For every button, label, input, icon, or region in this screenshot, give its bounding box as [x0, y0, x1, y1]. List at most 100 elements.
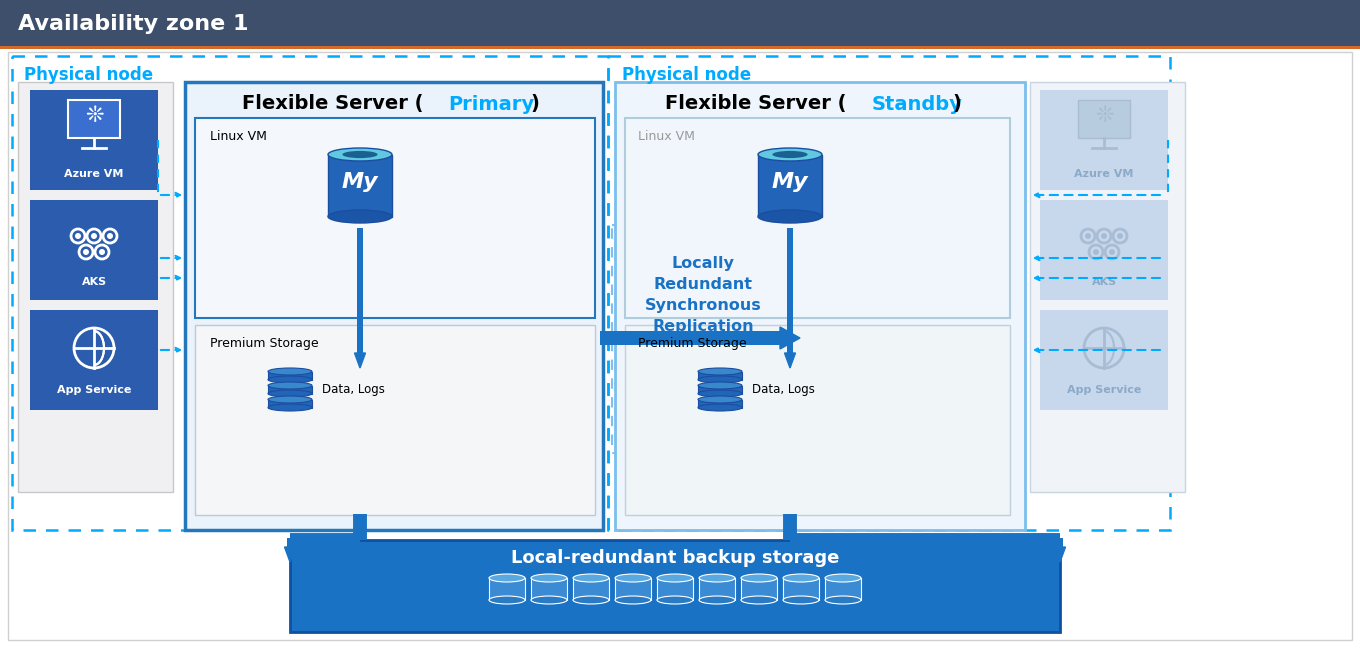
Bar [657, 578, 694, 600]
Bar [1057, 538, 1064, 547]
Circle shape [75, 233, 82, 239]
Ellipse shape [573, 596, 609, 604]
Ellipse shape [490, 574, 525, 582]
Bar [741, 578, 777, 600]
Text: Linux VM: Linux VM [638, 130, 695, 143]
Bar [268, 371, 311, 380]
Bar [268, 400, 311, 408]
Text: ): ) [530, 95, 539, 113]
Circle shape [1108, 249, 1115, 255]
Ellipse shape [268, 376, 311, 383]
Text: Availability zone 1: Availability zone 1 [18, 14, 249, 34]
Circle shape [83, 249, 88, 255]
Ellipse shape [783, 596, 819, 604]
Text: My: My [341, 172, 378, 192]
Bar [290, 540, 1059, 632]
Bar [328, 154, 392, 216]
Bar [18, 82, 173, 492]
Bar [698, 386, 743, 393]
Ellipse shape [268, 396, 311, 403]
Ellipse shape [741, 596, 777, 604]
Bar [0, 46, 1360, 49]
Bar [1040, 90, 1168, 190]
Text: Azure VM: Azure VM [64, 169, 124, 179]
Bar [608, 56, 1170, 530]
Polygon shape [781, 327, 800, 349]
Text: AKS: AKS [82, 277, 106, 287]
Polygon shape [284, 547, 295, 562]
Text: Flexible Server (: Flexible Server ( [665, 95, 846, 113]
Polygon shape [785, 353, 796, 368]
Text: App Service: App Service [57, 385, 131, 395]
Bar [194, 325, 596, 515]
Bar [185, 82, 602, 530]
Text: Standby: Standby [872, 95, 963, 113]
Ellipse shape [530, 574, 567, 582]
Circle shape [1085, 233, 1091, 239]
Ellipse shape [699, 574, 734, 582]
Bar [698, 371, 743, 380]
Text: Linux VM: Linux VM [209, 130, 267, 143]
Ellipse shape [328, 148, 392, 161]
Bar [30, 200, 158, 300]
Bar [600, 331, 781, 345]
Bar [626, 325, 1010, 515]
Circle shape [1117, 233, 1123, 239]
Bar [758, 154, 821, 216]
Polygon shape [355, 353, 366, 368]
Bar [30, 90, 158, 190]
Text: AKS: AKS [1092, 277, 1117, 287]
Ellipse shape [615, 596, 651, 604]
Bar [12, 56, 608, 530]
Bar [698, 400, 743, 408]
Bar [826, 578, 861, 600]
Bar [626, 118, 1010, 318]
Ellipse shape [698, 376, 743, 383]
Polygon shape [355, 525, 366, 540]
Ellipse shape [772, 151, 808, 158]
Circle shape [91, 233, 97, 239]
Text: Locally
Redundant
Synchronous
Replication: Locally Redundant Synchronous Replicatio… [645, 256, 762, 334]
Bar [356, 515, 363, 525]
Bar [612, 225, 794, 453]
Text: Primary: Primary [447, 95, 534, 113]
Bar [68, 100, 120, 138]
Circle shape [99, 249, 105, 255]
Ellipse shape [268, 382, 311, 389]
Bar [573, 578, 609, 600]
Bar [1030, 82, 1185, 492]
Ellipse shape [698, 390, 743, 397]
Ellipse shape [741, 574, 777, 582]
Ellipse shape [657, 596, 694, 604]
Bar [530, 578, 567, 600]
Text: Azure VM: Azure VM [1074, 169, 1134, 179]
Circle shape [1093, 249, 1099, 255]
Bar [615, 82, 1025, 530]
Ellipse shape [783, 574, 819, 582]
Text: Local-redundant backup storage: Local-redundant backup storage [511, 549, 839, 567]
Circle shape [107, 233, 113, 239]
Ellipse shape [328, 210, 392, 223]
Bar [699, 578, 734, 600]
Bar [783, 578, 819, 600]
Ellipse shape [758, 148, 821, 161]
Ellipse shape [615, 574, 651, 582]
Ellipse shape [657, 574, 694, 582]
Ellipse shape [490, 596, 525, 604]
Ellipse shape [530, 596, 567, 604]
Ellipse shape [699, 596, 734, 604]
Bar [356, 228, 363, 353]
Ellipse shape [268, 390, 311, 397]
Ellipse shape [268, 368, 311, 375]
Text: Physical node: Physical node [24, 66, 154, 84]
Ellipse shape [698, 382, 743, 389]
Text: Flexible Server (: Flexible Server ( [242, 95, 423, 113]
Ellipse shape [826, 596, 861, 604]
Text: My: My [771, 172, 808, 192]
Ellipse shape [343, 151, 378, 158]
Bar [490, 578, 525, 600]
Text: Premium Storage: Premium Storage [209, 336, 318, 349]
Bar [1040, 200, 1168, 300]
Text: Premium Storage: Premium Storage [638, 336, 747, 349]
Bar [287, 538, 294, 547]
